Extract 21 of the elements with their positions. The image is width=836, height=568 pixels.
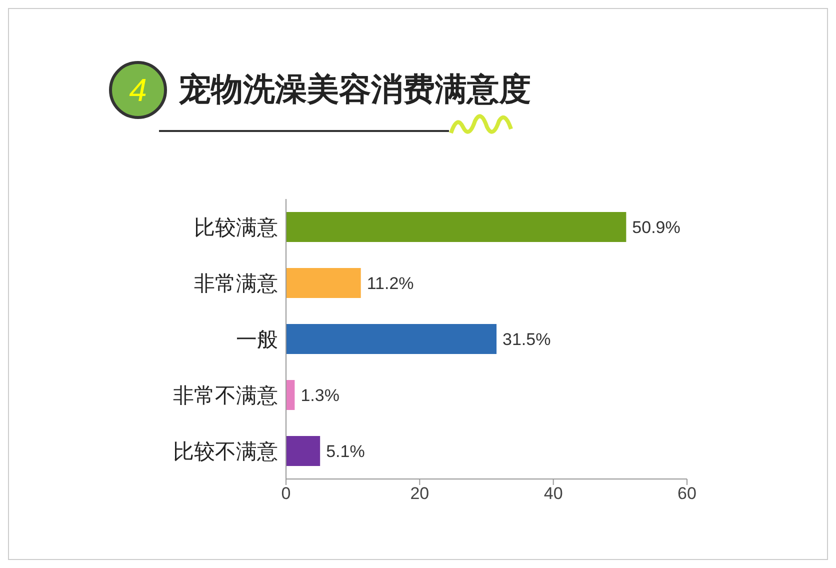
y-tick-label: 比较不满意 (173, 440, 278, 464)
data-label: 50.9% (632, 218, 680, 237)
y-tick-label: 非常不满意 (173, 384, 278, 408)
number-badge: 4 (109, 61, 167, 119)
x-tick-label: 60 (678, 484, 696, 504)
data-label: 1.3% (300, 386, 340, 405)
bar (286, 324, 497, 354)
x-tick-label: 0 (281, 484, 291, 504)
x-tick-label: 20 (410, 484, 430, 504)
y-tick-label: 比较满意 (194, 216, 278, 240)
bar (286, 268, 361, 298)
data-label: 31.5% (502, 330, 551, 349)
data-label: 5.1% (326, 442, 365, 461)
chart-title: 宠物洗澡美容消费满意度 (179, 70, 531, 109)
bar (286, 436, 320, 466)
data-label: 11.2% (366, 274, 414, 293)
bar (286, 212, 626, 242)
bar (286, 380, 295, 410)
y-tick-label: 非常满意 (194, 272, 278, 296)
y-tick-label: 一般 (236, 328, 278, 352)
x-tick-label: 40 (544, 484, 563, 504)
